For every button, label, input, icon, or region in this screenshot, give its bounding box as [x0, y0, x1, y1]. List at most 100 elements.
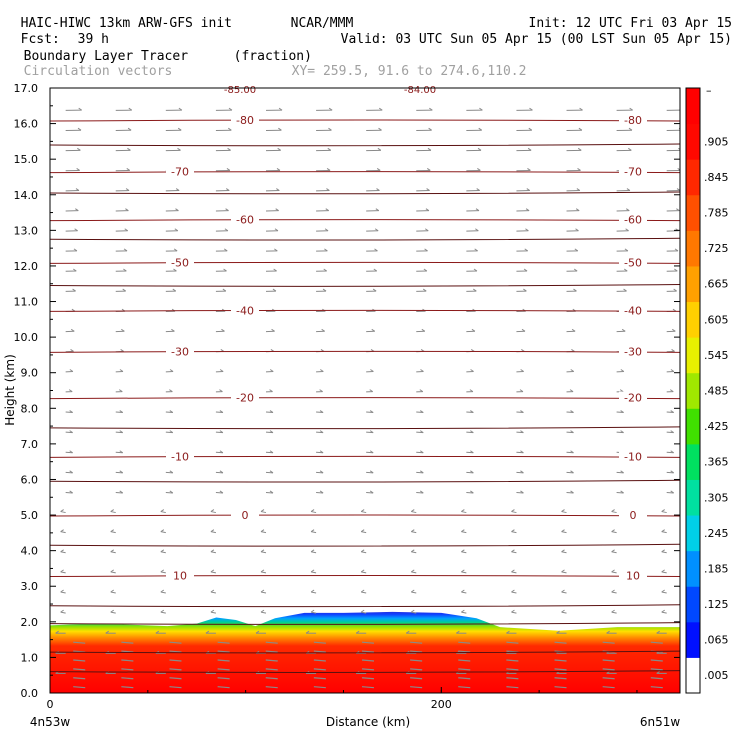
vector-arrowhead: [470, 470, 474, 474]
vector-arrow: [60, 531, 66, 534]
isotherm-label: 10: [626, 570, 640, 583]
vector-arrowhead: [670, 470, 674, 474]
vector-arrowhead: [173, 248, 178, 252]
vector-arrow: [217, 668, 230, 671]
isotherm-line: [50, 119, 680, 122]
vector-arrow: [561, 591, 567, 594]
vector-arrowhead: [672, 308, 677, 312]
colorbar-swatch: [686, 194, 700, 231]
vector-arrow: [511, 531, 517, 534]
vector-arrow: [661, 531, 667, 534]
vector-arrowhead: [576, 188, 581, 191]
vector-arrow: [316, 491, 324, 494]
vector-arrowhead: [670, 450, 674, 454]
vector-arrow: [265, 650, 278, 653]
isotherm-label: 0: [242, 509, 249, 522]
vector-arrow: [310, 591, 317, 594]
vector-arrow: [458, 677, 471, 680]
vector-arrow: [661, 511, 667, 514]
y-tick-label: 7.0: [21, 438, 39, 451]
vector-arrowhead: [172, 288, 177, 292]
colorbar-label: .005: [704, 669, 729, 682]
vector-arrow: [60, 511, 66, 514]
colorbar-swatch: [686, 443, 700, 480]
vector-arrow: [361, 591, 367, 594]
colorbar-label: .125: [704, 598, 729, 611]
vector-arrowhead: [475, 208, 480, 212]
vector-arrowhead: [422, 288, 427, 292]
vector-arrow: [165, 411, 173, 414]
vector-arrow: [461, 511, 467, 514]
vector-arrow: [561, 611, 567, 614]
isotherm-label-bg: [166, 450, 194, 463]
isotherm-label-bg: [619, 345, 647, 358]
vector-arrowhead: [378, 107, 383, 111]
x-left-endpoint-label: 4n53w: [30, 715, 71, 729]
vector-arrowhead: [511, 529, 515, 533]
vector-arrowhead: [429, 107, 433, 111]
vector-arrowhead: [410, 509, 415, 512]
vector-arrowhead: [74, 228, 78, 232]
x-axis-label: Distance (km): [326, 715, 410, 729]
vector-arrow: [506, 668, 519, 671]
vector-arrow: [210, 531, 217, 534]
vector-arrow: [165, 471, 173, 474]
vector-arrowhead: [528, 127, 533, 131]
vector-arrow: [260, 611, 267, 614]
vector-arrow: [65, 411, 73, 414]
vector-arrowhead: [575, 208, 580, 212]
isentrope-line: [50, 479, 680, 483]
y-tick-label: 2.0: [21, 616, 39, 629]
vector-arrow: [416, 451, 424, 454]
vector-arrow: [516, 431, 524, 434]
isotherm-label-bg: [231, 391, 259, 404]
vector-arrowhead: [228, 107, 233, 111]
vector-arrow: [561, 571, 567, 574]
isotherm-label: -40: [624, 304, 642, 317]
vector-arrow: [611, 551, 617, 554]
vector-arrowhead: [55, 630, 59, 634]
vector-arrowhead: [76, 168, 80, 171]
vector-arrowhead: [369, 490, 374, 494]
vector-arrowhead: [523, 268, 528, 272]
vector-arrowhead: [474, 248, 478, 252]
vector-arrow: [611, 531, 617, 534]
vector-arrow: [165, 491, 173, 494]
isentrope-line: [50, 622, 680, 625]
isotherm-label-bg: [166, 569, 194, 582]
vector-arrow: [160, 591, 166, 594]
colorbar-frame: [685, 87, 701, 694]
vector-arrow: [458, 659, 471, 662]
isotherm-label: -50: [171, 256, 189, 269]
vector-arrow: [313, 677, 326, 680]
vector-arrowhead: [525, 208, 530, 212]
vector-arrowhead: [169, 470, 174, 474]
vector-arrowhead: [322, 288, 327, 292]
vector-arrowhead: [570, 450, 574, 454]
vector-arrow: [650, 677, 663, 680]
vector-arrow: [265, 451, 274, 454]
vector-arrow: [461, 611, 467, 614]
vector-arrowhead: [620, 430, 624, 434]
vector-arrow: [361, 511, 367, 514]
colorbar-label: .305: [704, 491, 729, 504]
vector-arrow: [410, 677, 423, 680]
vector-arrow: [466, 431, 474, 434]
vector-arrowhead: [571, 348, 575, 352]
vector-arrowhead: [110, 609, 115, 613]
vector-arrow: [265, 491, 274, 494]
vector-arrow: [217, 641, 230, 644]
vector-arrow: [461, 551, 467, 554]
vector-arrow: [650, 641, 663, 644]
vector-arrowhead: [423, 268, 428, 272]
colorbar-label: .425: [704, 420, 729, 433]
isentrope-line: [50, 143, 680, 147]
top-contour-label: -84.00: [404, 85, 436, 96]
colorbar-swatch: [686, 515, 700, 552]
vector-arrowhead: [122, 288, 126, 292]
vector-arrow: [65, 451, 73, 454]
vector-arrow: [265, 659, 278, 662]
vector-arrowhead: [127, 147, 131, 151]
vector-arrowhead: [360, 609, 365, 613]
vector-arrow: [215, 451, 223, 454]
